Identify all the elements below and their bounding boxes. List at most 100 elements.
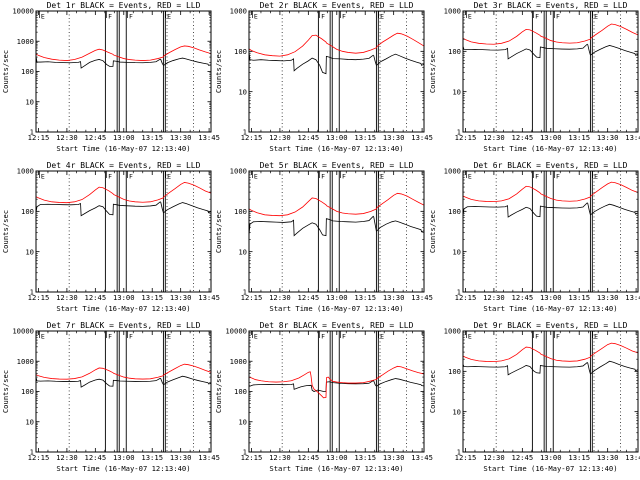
y-tick-label: 10000: [12, 7, 34, 16]
y-tick-label: 100: [448, 367, 461, 376]
y-tick-label: 100: [234, 207, 247, 216]
y-axis-label: Counts/sec: [1, 370, 10, 413]
x-tick-label: 13:45: [198, 133, 220, 142]
series-lld-line: [462, 23, 638, 45]
x-tick-label: 13:45: [412, 293, 434, 302]
x-tick-label: 12:30: [56, 453, 78, 462]
y-tick-label: 1000: [443, 167, 460, 176]
y-tick-label: 1: [456, 288, 460, 297]
x-tick-label: 12:15: [241, 453, 263, 462]
y-tick-label: 1000: [443, 7, 460, 16]
x-axis-label: Start Time (16-May-07 12:13:40): [483, 464, 617, 473]
y-tick-label: 1000: [17, 357, 34, 366]
flag-label-e: E: [167, 173, 171, 181]
y-tick-label: 1: [30, 288, 34, 297]
x-tick-label: 13:15: [355, 453, 377, 462]
x-tick-label: 12:15: [241, 293, 263, 302]
y-tick-label: 1: [30, 128, 34, 137]
x-tick-label: 13:15: [141, 133, 163, 142]
x-tick-label: 13:00: [326, 133, 348, 142]
x-tick-label: 13:15: [355, 133, 377, 142]
x-tick-label: 12:30: [483, 133, 505, 142]
plot-title: Det 1r BLACK = Events, RED = LLD: [47, 1, 201, 10]
x-tick-label: 12:15: [454, 133, 476, 142]
flag-label-e: E: [594, 13, 598, 21]
y-axis-label: Counts/sec: [1, 210, 10, 253]
y-tick-label: 10: [239, 87, 248, 96]
axis-frame: [35, 330, 212, 453]
x-tick-label: 12:45: [511, 133, 533, 142]
x-tick-label: 13:45: [412, 453, 434, 462]
series-lld-line: [462, 342, 638, 363]
y-axis-label: Counts/sec: [214, 370, 223, 413]
x-tick-label: 13:30: [383, 453, 405, 462]
y-tick-label: 10: [452, 87, 461, 96]
flag-label-e: E: [41, 333, 45, 341]
y-tick-label: 10: [25, 97, 34, 106]
y-tick-label: 1: [30, 448, 34, 457]
flag-label-f: F: [556, 173, 560, 181]
x-tick-label: 13:00: [113, 453, 135, 462]
flag-label-f: F: [342, 333, 346, 341]
series-lld-line: [35, 45, 211, 61]
x-tick-label: 13:45: [625, 133, 640, 142]
series-events-line: [462, 43, 638, 60]
series-events-line: [249, 215, 425, 237]
y-tick-label: 1000: [17, 167, 34, 176]
flag-label-f: F: [535, 173, 539, 181]
series-events-line: [462, 360, 638, 376]
y-tick-label: 100: [21, 207, 34, 216]
x-tick-label: 12:15: [454, 293, 476, 302]
plot-svg-det-2r: Det 2r BLACK = Events, RED = LLD 12:15 12:…: [214, 1, 433, 153]
y-tick-label: 1: [456, 448, 460, 457]
flag-label-e: E: [254, 173, 258, 181]
y-tick-label: 100: [21, 67, 34, 76]
flag-label-e: E: [254, 13, 258, 21]
plot-title: Det 5r BLACK = Events, RED = LLD: [260, 161, 414, 170]
series-events-line: [35, 375, 211, 388]
x-tick-label: 13:00: [540, 133, 562, 142]
flag-label-f: F: [556, 13, 560, 21]
series-lld-line: [35, 182, 211, 204]
x-tick-label: 13:15: [568, 453, 590, 462]
x-tick-label: 13:45: [198, 453, 220, 462]
series-lld-line: [249, 32, 425, 57]
x-tick-label: 12:30: [56, 293, 78, 302]
axis-frame: [248, 170, 425, 293]
x-tick-label: 13:30: [170, 293, 192, 302]
x-tick-label: 12:45: [511, 293, 533, 302]
series-events-line: [462, 202, 638, 218]
x-tick-label: 13:30: [170, 453, 192, 462]
x-tick-label: 12:15: [454, 453, 476, 462]
y-axis-label: Counts/sec: [428, 210, 437, 253]
y-tick-label: 1: [243, 448, 247, 457]
plot-title: Det 2r BLACK = Events, RED = LLD: [260, 1, 414, 10]
x-tick-label: 12:45: [298, 453, 320, 462]
axis-frame: [248, 10, 425, 133]
flag-label-e: E: [167, 333, 171, 341]
y-tick-label: 1000: [443, 327, 460, 336]
y-tick-label: 10: [25, 417, 34, 426]
x-axis-label: Start Time (16-May-07 12:13:40): [483, 144, 617, 153]
x-axis-label: Start Time (16-May-07 12:13:40): [56, 304, 190, 313]
plot-svg-det-8r: Det 8r BLACK = Events, RED = LLD 12:15 12:…: [214, 321, 433, 473]
plot-title: Det 4r BLACK = Events, RED = LLD: [47, 161, 201, 170]
x-tick-label: 13:00: [113, 293, 135, 302]
y-tick-label: 10: [25, 247, 34, 256]
x-axis-label: Start Time (16-May-07 12:13:40): [270, 464, 404, 473]
x-tick-label: 12:15: [241, 133, 263, 142]
flag-label-e: E: [380, 173, 384, 181]
y-axis-label: Counts/sec: [214, 50, 223, 93]
flag-label-e: E: [594, 173, 598, 181]
plot-svg-det-3r: Det 3r BLACK = Events, RED = LLD 12:15 12:…: [428, 1, 640, 153]
y-tick-label: 100: [448, 207, 461, 216]
flag-label-f: F: [535, 333, 539, 341]
flag-label-f: F: [342, 173, 346, 181]
x-tick-label: 13:30: [170, 133, 192, 142]
x-tick-label: 12:30: [269, 293, 291, 302]
x-axis-label: Start Time (16-May-07 12:13:40): [56, 464, 190, 473]
plot-svg-det-9r: Det 9r BLACK = Events, RED = LLD 12:15 12:…: [428, 321, 640, 473]
flag-label-e: E: [254, 333, 258, 341]
flag-label-e: E: [41, 13, 45, 21]
